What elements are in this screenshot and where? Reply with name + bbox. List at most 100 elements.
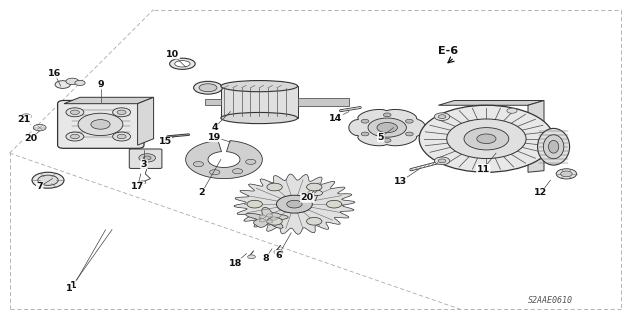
Circle shape bbox=[556, 169, 577, 179]
Circle shape bbox=[140, 181, 146, 184]
Text: 13: 13 bbox=[394, 177, 406, 186]
Circle shape bbox=[447, 119, 526, 159]
Circle shape bbox=[383, 138, 391, 142]
Circle shape bbox=[38, 175, 58, 185]
Text: 18: 18 bbox=[229, 259, 242, 268]
Polygon shape bbox=[528, 100, 544, 172]
Circle shape bbox=[438, 159, 446, 163]
Circle shape bbox=[91, 120, 110, 129]
Text: 11: 11 bbox=[477, 165, 490, 174]
Circle shape bbox=[33, 124, 46, 131]
Circle shape bbox=[276, 195, 312, 213]
Circle shape bbox=[361, 132, 369, 136]
Polygon shape bbox=[298, 98, 349, 106]
Ellipse shape bbox=[543, 135, 564, 159]
Polygon shape bbox=[438, 100, 544, 105]
Circle shape bbox=[438, 115, 446, 119]
Circle shape bbox=[307, 218, 322, 225]
Circle shape bbox=[287, 200, 302, 208]
Text: 10: 10 bbox=[166, 50, 179, 59]
Circle shape bbox=[368, 118, 406, 137]
Circle shape bbox=[70, 134, 79, 139]
Polygon shape bbox=[349, 109, 426, 146]
Text: 12: 12 bbox=[534, 189, 547, 197]
Ellipse shape bbox=[548, 140, 559, 153]
Circle shape bbox=[55, 81, 70, 88]
Circle shape bbox=[419, 105, 554, 172]
Circle shape bbox=[75, 80, 85, 85]
Circle shape bbox=[117, 134, 126, 139]
Circle shape bbox=[259, 215, 266, 218]
FancyBboxPatch shape bbox=[129, 149, 162, 168]
Circle shape bbox=[477, 134, 496, 144]
Text: 5: 5 bbox=[378, 133, 384, 142]
Circle shape bbox=[266, 220, 273, 223]
Circle shape bbox=[464, 128, 509, 150]
Text: 7: 7 bbox=[36, 182, 43, 191]
Circle shape bbox=[383, 113, 391, 117]
Polygon shape bbox=[221, 86, 298, 118]
Text: 4: 4 bbox=[211, 123, 218, 132]
Text: 16: 16 bbox=[48, 69, 61, 78]
Text: 3: 3 bbox=[141, 160, 147, 169]
Circle shape bbox=[21, 114, 31, 119]
Ellipse shape bbox=[221, 80, 298, 92]
Circle shape bbox=[139, 154, 156, 162]
Circle shape bbox=[267, 218, 282, 225]
Text: 6: 6 bbox=[275, 251, 282, 260]
Polygon shape bbox=[205, 99, 221, 105]
Text: 19: 19 bbox=[208, 133, 221, 142]
Circle shape bbox=[406, 132, 413, 136]
Text: 14: 14 bbox=[330, 114, 342, 122]
Circle shape bbox=[312, 190, 323, 196]
Text: 17: 17 bbox=[131, 182, 144, 191]
Circle shape bbox=[507, 108, 517, 113]
Circle shape bbox=[143, 156, 151, 160]
Circle shape bbox=[32, 172, 64, 188]
Circle shape bbox=[70, 110, 79, 115]
Circle shape bbox=[78, 113, 123, 136]
Circle shape bbox=[248, 255, 255, 259]
Text: 15: 15 bbox=[159, 137, 172, 146]
Text: E-6: E-6 bbox=[438, 46, 458, 56]
Circle shape bbox=[66, 132, 84, 141]
Ellipse shape bbox=[175, 61, 190, 67]
Polygon shape bbox=[186, 141, 262, 179]
Polygon shape bbox=[234, 174, 355, 234]
Circle shape bbox=[406, 119, 413, 123]
Text: 1: 1 bbox=[66, 284, 72, 293]
Circle shape bbox=[113, 108, 131, 117]
Circle shape bbox=[66, 108, 84, 117]
Text: 20: 20 bbox=[301, 193, 314, 202]
Circle shape bbox=[193, 162, 204, 167]
Circle shape bbox=[435, 113, 450, 121]
Circle shape bbox=[377, 122, 397, 133]
Text: 1: 1 bbox=[70, 281, 77, 290]
Circle shape bbox=[66, 78, 79, 85]
Ellipse shape bbox=[221, 113, 298, 124]
Circle shape bbox=[117, 110, 126, 115]
Text: 20: 20 bbox=[24, 134, 37, 143]
Circle shape bbox=[435, 157, 450, 165]
Text: 8: 8 bbox=[262, 254, 269, 263]
Ellipse shape bbox=[170, 58, 195, 70]
Circle shape bbox=[326, 200, 342, 208]
Circle shape bbox=[247, 200, 262, 208]
Polygon shape bbox=[246, 207, 289, 228]
Text: 21: 21 bbox=[18, 115, 31, 124]
Circle shape bbox=[209, 170, 220, 175]
Circle shape bbox=[113, 132, 131, 141]
Circle shape bbox=[246, 159, 256, 164]
Circle shape bbox=[271, 217, 277, 220]
Ellipse shape bbox=[199, 84, 217, 92]
Circle shape bbox=[259, 219, 266, 222]
Text: S2AAE0610: S2AAE0610 bbox=[528, 296, 573, 305]
Polygon shape bbox=[64, 97, 154, 104]
Ellipse shape bbox=[538, 128, 570, 165]
Ellipse shape bbox=[193, 81, 223, 94]
Circle shape bbox=[561, 171, 572, 177]
Circle shape bbox=[274, 250, 283, 254]
Circle shape bbox=[232, 169, 243, 174]
Text: 2: 2 bbox=[198, 189, 205, 197]
Circle shape bbox=[266, 214, 273, 217]
